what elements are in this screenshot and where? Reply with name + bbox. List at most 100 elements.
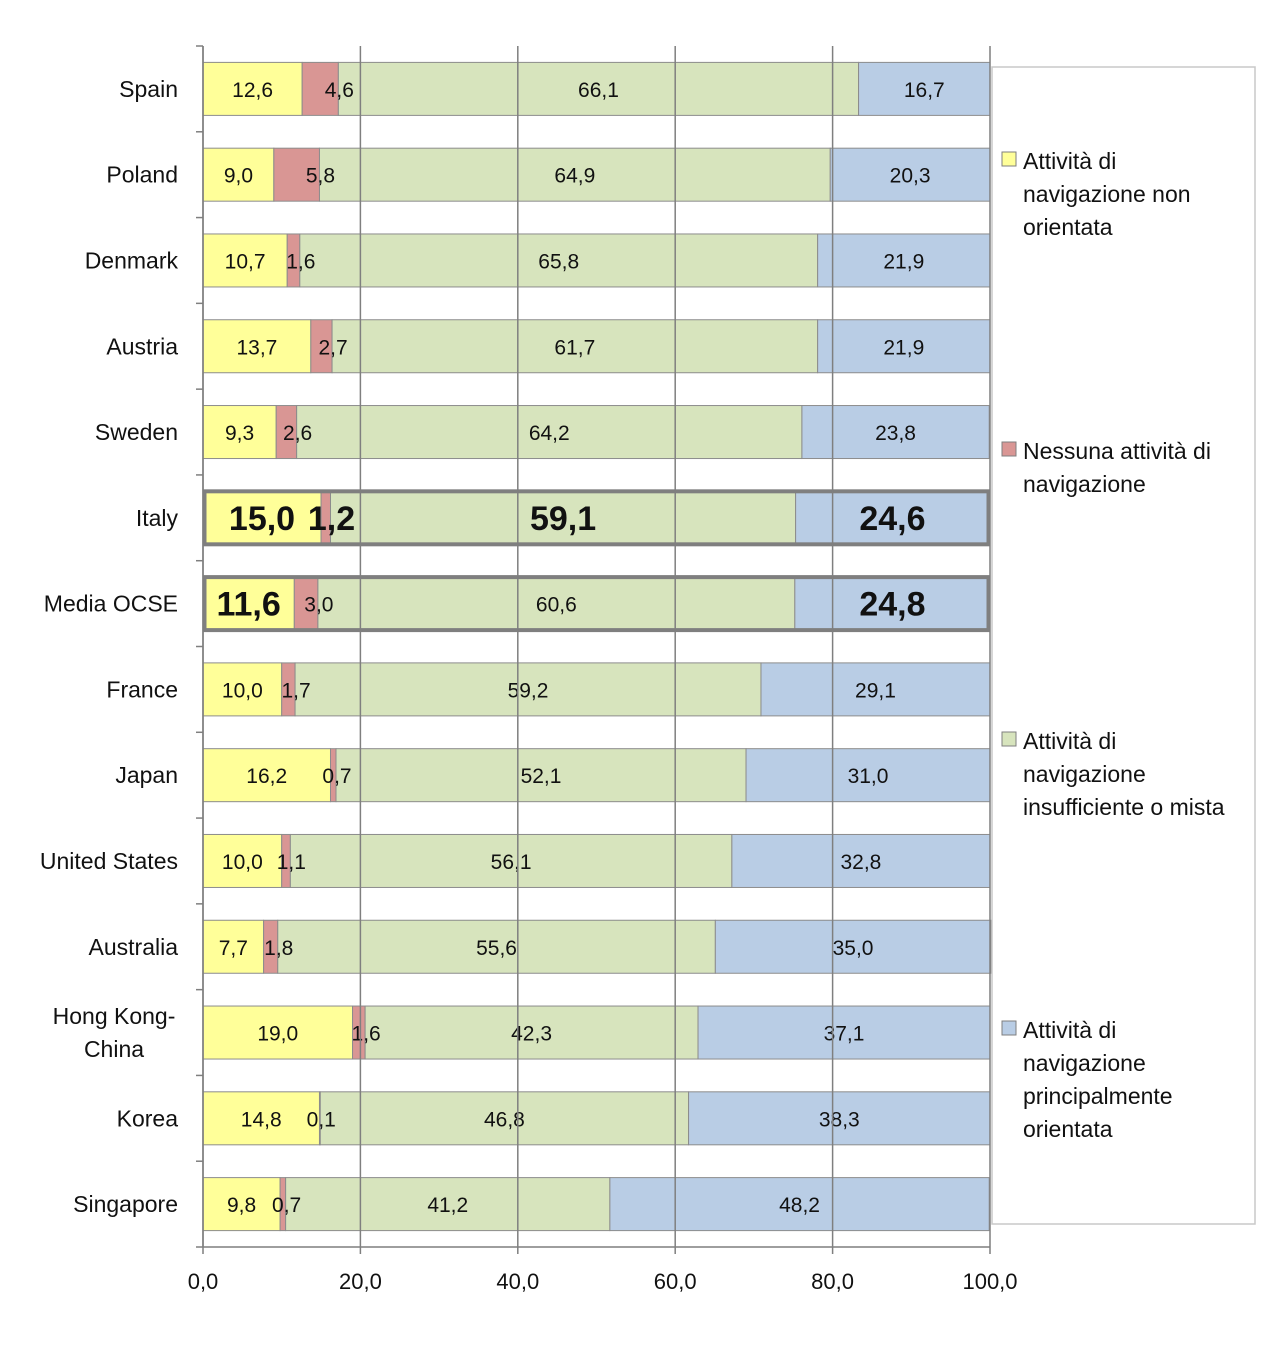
category-label-korea: Korea bbox=[117, 1105, 179, 1131]
bar-sweden-series-3 bbox=[296, 405, 803, 460]
value-label-france-series-1: 10,0 bbox=[222, 679, 263, 702]
value-label-singapore-series-1: 9,8 bbox=[227, 1194, 256, 1217]
bar-australia-series-3 bbox=[277, 919, 716, 974]
legend-box bbox=[991, 66, 1256, 1225]
value-label-japan-series-4: 31,0 bbox=[848, 765, 889, 788]
value-label-spain-series-4: 16,7 bbox=[904, 79, 945, 102]
value-label-denmark-series-2: 1,6 bbox=[286, 250, 315, 273]
value-labels-layer: 12,6 4,6 66,1 16,7 9,0 5,8 64,9 20,3 10,7 1,6 65,8… bbox=[216, 79, 944, 1217]
value-label-poland-series-3: 64,9 bbox=[554, 165, 595, 188]
legend-swatch-series-2 bbox=[1001, 441, 1017, 457]
bar-spain-series-3 bbox=[337, 61, 860, 116]
category-label-spain: Spain bbox=[119, 76, 178, 102]
bar-austria-series-1 bbox=[202, 319, 312, 374]
value-label-australia-series-4: 35,0 bbox=[833, 937, 874, 960]
legend-label-series-1-line-2: navigazione non bbox=[1023, 181, 1191, 207]
bar-media-ocse-series-1 bbox=[202, 576, 295, 631]
value-label-france-series-4: 29,1 bbox=[855, 679, 896, 702]
legend-label-series-2-line-1: Nessuna attività di bbox=[1023, 438, 1211, 464]
value-label-australia-series-3: 55,6 bbox=[476, 937, 517, 960]
category-label-singapore: Singapore bbox=[73, 1191, 178, 1217]
value-label-united-states-series-3: 56,1 bbox=[491, 851, 532, 874]
value-label-korea-series-1: 14,8 bbox=[241, 1108, 282, 1131]
category-label-hong-kong-china-line-1: Hong Kong- bbox=[53, 1003, 176, 1029]
value-label-hong-kong-china-series-2: 1,6 bbox=[352, 1023, 381, 1046]
value-label-spain-series-2: 4,6 bbox=[325, 79, 354, 102]
bar-poland-series-4 bbox=[829, 147, 991, 202]
bar-poland-series-3 bbox=[318, 147, 831, 202]
value-label-singapore-series-3: 41,2 bbox=[427, 1194, 468, 1217]
bar-media-ocse-series-4 bbox=[794, 576, 991, 631]
bar-korea-series-1 bbox=[202, 1091, 320, 1146]
bar-hong-kong-china-series-4 bbox=[697, 1005, 991, 1060]
bar-spain-series-4 bbox=[858, 61, 991, 116]
value-label-france-series-2: 1,7 bbox=[281, 679, 310, 702]
value-label-united-states-series-2: 1,1 bbox=[277, 851, 306, 874]
legend-swatch-series-4 bbox=[1001, 1020, 1017, 1036]
highlight-frame-italy bbox=[202, 489, 991, 547]
highlight-frame-media-ocse bbox=[202, 575, 991, 633]
bar-france-series-3 bbox=[294, 662, 762, 717]
legend-label-series-4-line-1: Attività di bbox=[1023, 1017, 1116, 1043]
value-label-denmark-series-1: 10,7 bbox=[225, 250, 266, 273]
value-label-austria-series-1: 13,7 bbox=[236, 336, 277, 359]
legend: Attività di navigazione non orientata Nessu… bbox=[1001, 148, 1225, 1142]
value-label-italy-series-1: 15,0 bbox=[229, 500, 295, 538]
value-label-italy-series-4: 24,6 bbox=[859, 500, 925, 538]
category-label-france: France bbox=[106, 676, 178, 702]
value-label-japan-series-2: 0,7 bbox=[322, 765, 351, 788]
axes-layer: Spain Poland Denmark Austria Sweden Italy Medi… bbox=[40, 45, 1018, 1294]
value-label-korea-series-3: 46,8 bbox=[484, 1108, 525, 1131]
value-label-media-ocse-series-1: 11,6 bbox=[216, 586, 280, 624]
value-label-spain-series-1: 12,6 bbox=[232, 79, 273, 102]
bar-spain-series-2 bbox=[301, 61, 339, 116]
bar-denmark-series-1 bbox=[202, 233, 288, 288]
value-label-singapore-series-4: 48,2 bbox=[779, 1194, 820, 1217]
bar-italy-series-4 bbox=[795, 490, 990, 545]
category-label-poland: Poland bbox=[106, 162, 178, 188]
bar-singapore-series-4 bbox=[609, 1177, 990, 1232]
value-label-austria-series-2: 2,7 bbox=[318, 336, 347, 359]
category-label-denmark: Denmark bbox=[85, 247, 179, 273]
bar-austria-series-3 bbox=[331, 319, 819, 374]
value-label-hong-kong-china-series-3: 42,3 bbox=[511, 1023, 552, 1046]
value-label-japan-series-1: 16,2 bbox=[246, 765, 287, 788]
bar-italy-series-3 bbox=[329, 490, 797, 545]
value-label-hong-kong-china-series-1: 19,0 bbox=[257, 1023, 298, 1046]
bar-denmark-series-3 bbox=[299, 233, 819, 288]
legend-swatch-series-3 bbox=[1001, 731, 1017, 747]
bar-denmark-series-4 bbox=[817, 233, 991, 288]
value-label-italy-series-3: 59,1 bbox=[530, 500, 596, 538]
category-label-japan: Japan bbox=[115, 762, 178, 788]
value-label-japan-series-3: 52,1 bbox=[521, 765, 562, 788]
value-label-poland-series-1: 9,0 bbox=[224, 165, 253, 188]
category-label-australia: Australia bbox=[89, 934, 179, 960]
bar-france-series-4 bbox=[760, 662, 991, 717]
value-label-australia-series-1: 7,7 bbox=[219, 937, 248, 960]
value-label-sweden-series-1: 9,3 bbox=[225, 422, 254, 445]
legend-label-series-4-line-3: principalmente bbox=[1023, 1083, 1173, 1109]
bar-australia-series-4 bbox=[714, 919, 992, 974]
bar-hong-kong-china-series-1 bbox=[202, 1005, 354, 1060]
x-tick-label-3: 60,0 bbox=[654, 1269, 697, 1294]
bar-italy-series-1 bbox=[202, 490, 322, 545]
value-label-spain-series-3: 66,1 bbox=[578, 79, 619, 102]
bar-united-states-series-3 bbox=[289, 833, 733, 888]
legend-label-series-3-line-2: navigazione bbox=[1023, 761, 1146, 787]
legend-label-series-1-line-3: orientata bbox=[1023, 214, 1113, 240]
value-label-sweden-series-3: 64,2 bbox=[529, 422, 570, 445]
bar-japan-series-4 bbox=[745, 748, 991, 803]
value-label-sweden-series-4: 23,8 bbox=[875, 422, 916, 445]
value-label-denmark-series-4: 21,9 bbox=[883, 250, 924, 273]
bar-media-ocse-series-3 bbox=[317, 576, 796, 631]
value-label-media-ocse-series-4: 24,8 bbox=[859, 586, 925, 624]
value-label-austria-series-4: 21,9 bbox=[883, 336, 924, 359]
value-label-media-ocse-series-2: 3,0 bbox=[304, 594, 333, 617]
bar-united-states-series-4 bbox=[731, 833, 991, 888]
category-label-sweden: Sweden bbox=[95, 419, 178, 445]
bar-spain-series-1 bbox=[202, 61, 303, 116]
bar-united-states-series-1 bbox=[202, 833, 283, 888]
value-label-france-series-3: 59,2 bbox=[508, 679, 549, 702]
value-label-korea-series-2: 0,1 bbox=[307, 1108, 336, 1131]
category-label-hong-kong-china-line-2: China bbox=[84, 1036, 144, 1062]
